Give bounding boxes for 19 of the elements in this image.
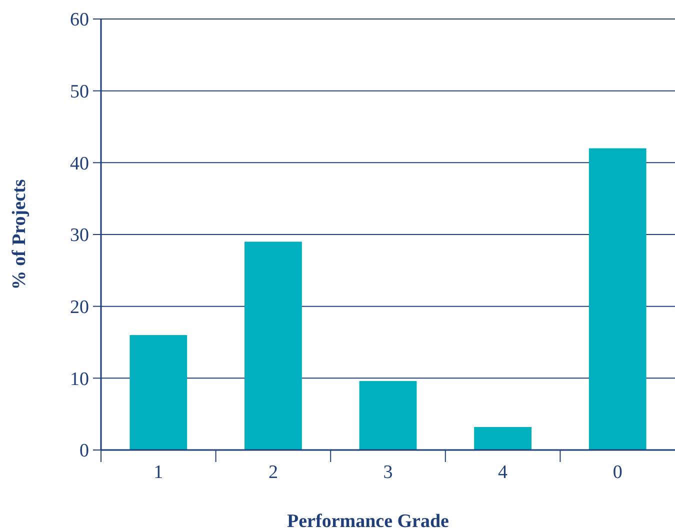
bar <box>588 148 646 450</box>
x-tick-label: 2 <box>268 462 278 483</box>
bar <box>359 381 417 450</box>
y-tick-label: 0 <box>80 440 89 462</box>
x-axis-title: Performance Grade <box>287 511 449 532</box>
x-tick-label: 3 <box>383 462 393 483</box>
x-tick-label: 1 <box>154 462 164 483</box>
x-tick-label: 0 <box>612 462 622 483</box>
bar <box>244 242 302 450</box>
y-tick-label: 40 <box>70 153 89 174</box>
y-tick-label: 30 <box>70 225 89 246</box>
y-tick-label: 60 <box>70 10 89 31</box>
x-tick-label: 4 <box>498 462 508 483</box>
bar <box>130 335 188 450</box>
y-tick-label: 50 <box>70 81 89 102</box>
y-tick-label: 10 <box>70 368 89 390</box>
bar <box>474 427 532 450</box>
y-tick-label: 20 <box>70 296 89 318</box>
y-axis-title: % of Projects <box>9 179 30 290</box>
